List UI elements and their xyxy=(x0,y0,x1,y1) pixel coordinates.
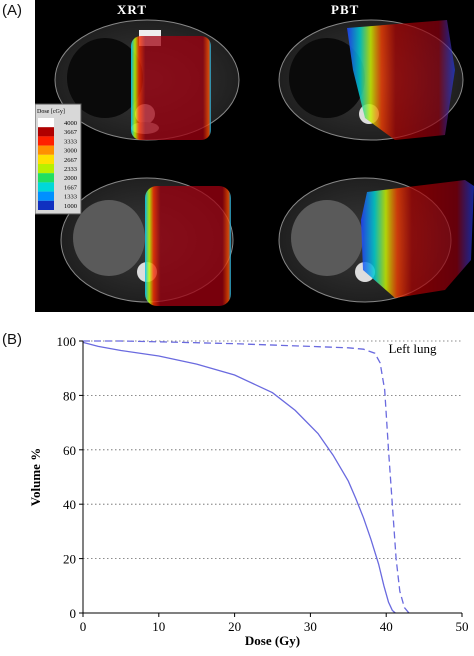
dvh-chart: 0 20 40 60 80 100 0 10 20 30 40 50 Left lung Dose … xyxy=(0,325,474,651)
series-group xyxy=(82,340,410,614)
colorbar-title: Dose [cGy] xyxy=(37,109,65,115)
colorbar-tick-label: 2333 xyxy=(64,166,77,173)
x-tick-label: 50 xyxy=(456,619,469,634)
column-title-pbt: PBT xyxy=(331,2,360,17)
y-tick-label: 60 xyxy=(63,443,76,458)
x-tick-label: 0 xyxy=(80,619,87,634)
column-title-xrt: XRT xyxy=(117,2,147,17)
ct-slice-pbt-lower xyxy=(278,177,474,303)
x-tick-label: 40 xyxy=(380,619,393,634)
dose-colorbar: Dose [cGy] 4000 3667 3333 3000 2667 2333 2000 1… xyxy=(35,103,82,215)
x-axis-ticks: 0 10 20 30 40 50 xyxy=(80,613,469,634)
colorbar-tick-label: 3000 xyxy=(64,148,77,155)
colorbar-swatch xyxy=(38,145,54,155)
xrt-dose-overlay-lower xyxy=(145,186,231,306)
x-tick-label: 10 xyxy=(152,619,165,634)
colorbar-tick-label: 1333 xyxy=(64,194,77,201)
colorbar-swatch xyxy=(38,200,54,210)
dvh-plot: 0 20 40 60 80 100 0 10 20 30 40 50 Left lung Dose … xyxy=(28,334,469,648)
ct-slice-xrt-lower xyxy=(60,177,234,306)
colorbar-swatch xyxy=(38,164,54,174)
colorbar-tick-label: 3333 xyxy=(64,138,77,145)
y-tick-label: 100 xyxy=(57,334,77,349)
ct-slice-xrt-upper xyxy=(54,19,240,141)
colorbar-swatch xyxy=(38,173,54,183)
ct-dose-panel: Dose [cGy] 4000 3667 3333 3000 2667 2333 2000 1… xyxy=(35,0,474,312)
xrt-dose-overlay-upper xyxy=(131,36,211,140)
colorbar-tick-label: 2000 xyxy=(64,175,77,182)
colorbar-swatch xyxy=(38,182,54,192)
panel-a-label: (A) xyxy=(2,2,22,19)
y-tick-label: 20 xyxy=(63,552,76,567)
colorbar-tick-label: 4000 xyxy=(64,120,77,127)
ct-image-grid: Dose [cGy] 4000 3667 3333 3000 2667 2333 2000 1… xyxy=(35,19,474,306)
colorbar-swatch xyxy=(38,191,54,201)
colorbar-tick-label: 3667 xyxy=(64,129,78,136)
colorbar-swatch xyxy=(38,127,54,137)
series-line-dashed xyxy=(83,340,410,614)
y-tick-label: 0 xyxy=(70,606,77,621)
colorbar-swatch xyxy=(38,136,54,146)
colorbar-swatch xyxy=(38,154,54,164)
colorbar-tick-label: 1000 xyxy=(64,203,77,210)
ct-slice-pbt-upper xyxy=(278,19,464,141)
y-tick-label: 80 xyxy=(63,388,76,403)
series-line-solid xyxy=(82,341,396,614)
chart-annotation: Left lung xyxy=(388,341,437,356)
x-tick-label: 30 xyxy=(304,619,317,634)
y-tick-label: 40 xyxy=(63,497,76,512)
colorbar-tick-label: 2667 xyxy=(64,157,78,164)
colorbar-swatch xyxy=(38,118,54,128)
y-axis-ticks: 0 20 40 60 80 100 xyxy=(57,334,83,621)
colorbar-tick-label: 1667 xyxy=(64,184,78,191)
pbt-dose-overlay-upper xyxy=(347,20,455,140)
x-axis-label: Dose (Gy) xyxy=(245,633,300,648)
y-axis-label: Volume % xyxy=(28,448,43,506)
x-tick-label: 20 xyxy=(228,619,241,634)
pbt-dose-overlay-lower xyxy=(361,180,474,298)
panel-b-label: (B) xyxy=(2,331,22,348)
grid-lines xyxy=(83,340,462,560)
